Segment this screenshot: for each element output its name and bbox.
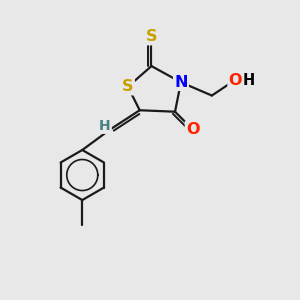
Text: S: S <box>146 29 157 44</box>
Text: H: H <box>99 119 111 133</box>
Text: H: H <box>243 73 255 88</box>
Text: O: O <box>229 73 242 88</box>
Text: S: S <box>122 79 134 94</box>
Text: O: O <box>186 122 200 137</box>
Text: N: N <box>174 75 188 90</box>
